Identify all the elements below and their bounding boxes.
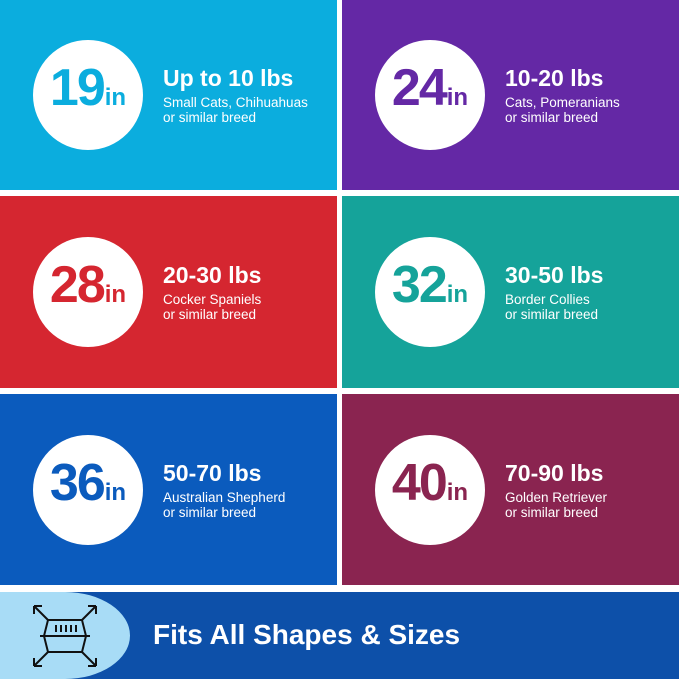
breed-suffix: or similar breed — [505, 110, 599, 125]
size-badge: 32 in — [375, 237, 485, 347]
expand-crate-icon — [33, 605, 97, 667]
banner: Fits All Shapes & Sizes — [0, 592, 679, 679]
weight-range: 50-70 lbs — [163, 459, 262, 486]
breed-suffix: or similar breed — [163, 504, 257, 520]
tile-text: Up to 10 lbs Small Cats, Chihuahuas or s… — [163, 65, 333, 125]
size-unit: in — [446, 84, 469, 111]
breed-suffix: or similar breed — [505, 504, 599, 520]
size-unit: in — [446, 281, 469, 308]
size-tile: 24 in 10-20 lbs Cats, Pomeranians or sim… — [342, 0, 679, 190]
size-number: 19 — [49, 59, 106, 117]
size-badge: 24 in — [375, 40, 485, 150]
size-tile: 28 in 20-30 lbs Cocker Spaniels or simil… — [0, 196, 337, 388]
size-badge: 19 in — [33, 40, 143, 150]
tile-text: 50-70 lbs Australian Shepherd or similar… — [163, 460, 333, 520]
size-badge: 28 in — [33, 237, 143, 347]
breed-examples: Cocker Spaniels — [163, 292, 262, 307]
size-number: 32 — [391, 256, 448, 314]
tile-text: 30-50 lbs Border Collies or similar bree… — [505, 262, 675, 322]
tile-text: 10-20 lbs Cats, Pomeranians or similar b… — [505, 65, 675, 125]
breed-examples: Border Collies — [505, 292, 590, 307]
tile-text: 70-90 lbs Golden Retriever or similar br… — [505, 460, 675, 520]
banner-text: Fits All Shapes & Sizes — [153, 619, 461, 650]
size-number: 40 — [391, 453, 448, 512]
tile-text: 20-30 lbs Cocker Spaniels or similar bre… — [163, 262, 333, 322]
size-badge: 40 in — [375, 434, 485, 545]
size-number: 36 — [49, 453, 106, 512]
size-badge: 36 in — [33, 434, 143, 545]
breed-suffix: or similar breed — [163, 307, 257, 322]
weight-range: 70-90 lbs — [505, 459, 604, 486]
size-number: 28 — [49, 256, 106, 314]
breed-suffix: or similar breed — [505, 307, 599, 322]
size-number: 24 — [391, 59, 448, 117]
breed-examples: Small Cats, Chihuahuas — [163, 95, 308, 110]
size-tile: 40 in 70-90 lbs Golden Retriever or simi… — [342, 394, 679, 585]
size-unit: in — [446, 478, 469, 506]
weight-range: 20-30 lbs — [163, 262, 262, 288]
weight-range: 10-20 lbs — [505, 65, 604, 91]
breed-examples: Golden Retriever — [505, 489, 608, 505]
size-tile: 19 in Up to 10 lbs Small Cats, Chihuahua… — [0, 0, 337, 190]
weight-range: 30-50 lbs — [505, 262, 604, 288]
breed-examples: Cats, Pomeranians — [505, 95, 620, 110]
weight-range: Up to 10 lbs — [163, 65, 294, 91]
breed-suffix: or similar breed — [163, 110, 257, 125]
size-unit: in — [104, 478, 127, 506]
size-tile: 36 in 50-70 lbs Australian Shepherd or s… — [0, 394, 337, 585]
breed-examples: Australian Shepherd — [163, 489, 286, 505]
size-unit: in — [104, 84, 127, 111]
size-unit: in — [104, 281, 127, 308]
size-tile: 32 in 30-50 lbs Border Collies or simila… — [342, 196, 679, 388]
